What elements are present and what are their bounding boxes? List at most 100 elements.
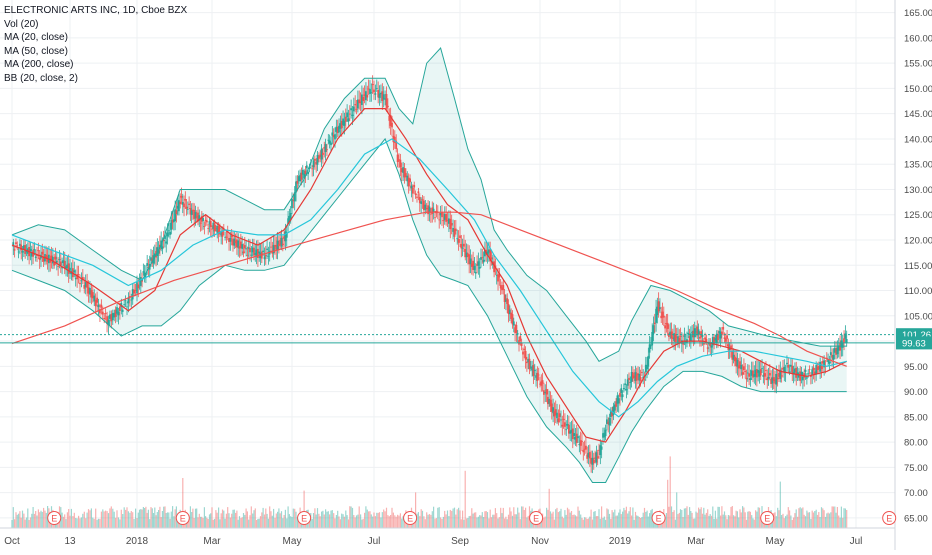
volume-bar [469,515,472,528]
legend-volume[interactable]: Vol (20) [4,18,39,30]
volume-bar [466,518,468,528]
volume-bar [667,479,669,528]
volume-bar [597,516,599,528]
candle-body [113,312,116,318]
volume-bar [228,513,230,528]
candle-body [50,255,53,261]
volume-bar [40,510,42,528]
volume-bar [415,492,417,528]
volume-bar [731,506,733,528]
volume-bar [690,511,692,528]
candle-body [106,316,108,324]
candle-body [198,215,201,221]
candle-body [52,257,54,264]
candle-body [403,168,406,178]
volume-bar [120,509,122,528]
legend-ma50[interactable]: MA (50, close) [4,45,68,57]
candle-body [651,332,654,346]
volume-bar [370,514,372,528]
legend-ma20[interactable]: MA (20, close) [4,32,68,43]
volume-bar [707,509,709,528]
candle-body [796,372,799,376]
volume-bar [793,517,795,528]
volume-bar [155,515,157,528]
volume-bar [245,508,247,528]
candle-body [66,264,69,268]
candle-body [179,201,182,205]
candle-body [688,336,691,341]
volume-bar [625,506,627,528]
volume-bar [423,516,425,528]
candle-body [350,108,352,111]
candle-body [373,89,375,93]
volume-bar [606,508,608,528]
volume-bar [286,518,288,528]
candle-body [423,200,425,211]
volume-bar [427,514,429,528]
volume-bar [824,516,827,528]
volume-bar [801,508,803,528]
legend-ma200[interactable]: MA (200, close) [4,59,74,70]
volume-bar [782,513,784,528]
volume-bar [518,512,520,528]
candle-body [540,381,543,386]
candle-body [288,215,291,221]
y-tick-label: 80.00 [904,438,928,449]
candle-body [687,332,690,334]
candle-body [278,244,280,247]
volume-bar [725,515,727,528]
candle-body [188,203,190,205]
volume-bar [787,507,789,528]
volume-bar [722,514,724,528]
candle-body [328,140,331,144]
volume-bar [493,514,495,528]
candle-body [573,433,575,437]
candle-body [476,264,478,266]
volume-bar [151,508,153,528]
volume-bar [156,512,158,528]
volume-bar [266,513,268,528]
volume-bar [275,513,277,528]
volume-bar [258,518,260,528]
volume-bar [733,515,735,528]
candle-body [42,256,45,262]
volume-bar [652,519,655,528]
volume-bar [515,514,517,528]
legend-bb[interactable]: BB (20, close, 2) [4,72,78,84]
volume-bar [510,511,512,528]
candle-body [111,313,114,321]
volume-bar [43,507,45,528]
candle-body [335,126,338,132]
candle-body [783,366,786,373]
candle-body [367,88,370,90]
volume-bar [146,512,148,528]
volume-bar [557,512,559,528]
candle-body [714,338,717,341]
volume-bar [822,508,824,528]
volume-bar [220,513,222,528]
candle-body [689,333,692,341]
volume-bar [170,511,172,528]
candle-body [283,236,285,239]
candle-body [535,375,537,378]
volume-bar [113,511,115,528]
volume-bar [164,506,166,528]
volume-bar [430,514,432,528]
candle-body [320,148,323,160]
volume-bar [586,519,588,528]
volume-bar [496,513,498,528]
candle-body [192,209,194,211]
candle-body [90,290,93,298]
volume-bar [505,516,507,528]
candle-body [126,306,128,308]
volume-bar [29,517,32,528]
volume-bar [551,513,553,528]
candle-body [107,319,110,326]
candle-body [539,383,541,385]
candle-body [342,118,344,126]
candle-body [474,272,477,274]
volume-bar [614,509,616,528]
candle-body [347,118,350,122]
